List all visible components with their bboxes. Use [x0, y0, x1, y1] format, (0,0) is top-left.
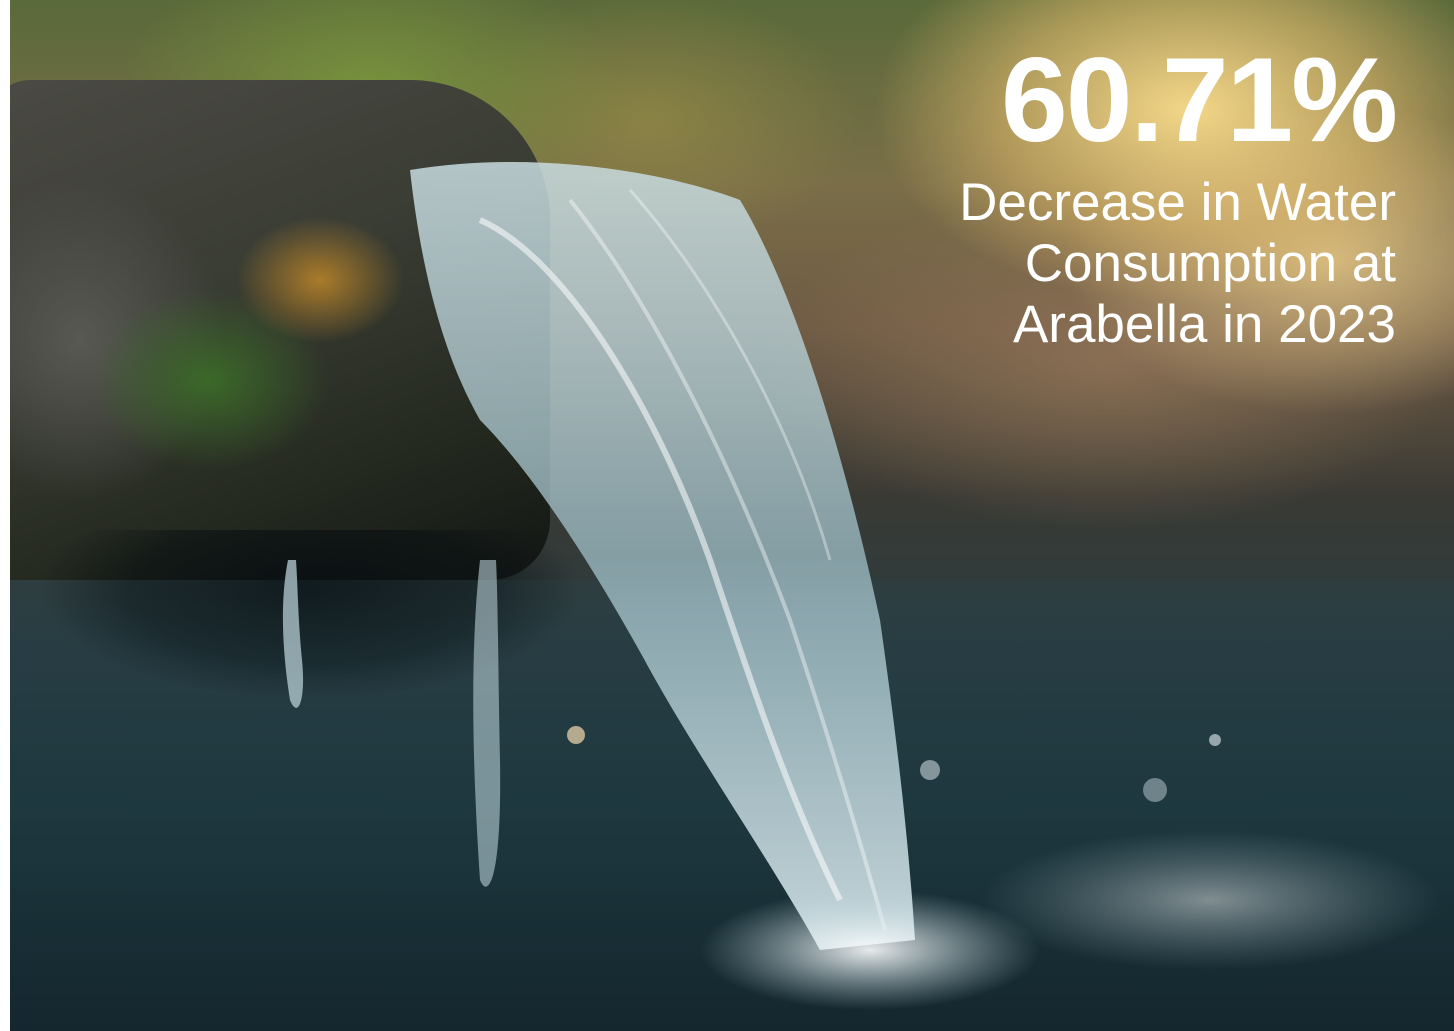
stat-label: Decrease in Water Consumption at Arabell…: [959, 172, 1396, 355]
droplet: [567, 726, 585, 744]
splash-glow: [980, 830, 1440, 970]
droplet: [920, 760, 940, 780]
splash: [700, 890, 1040, 1010]
stat-label-line: Decrease in Water: [959, 173, 1396, 232]
stat-value: 60.71%: [1001, 33, 1398, 167]
drip-right: [473, 560, 501, 887]
stat-callout: 60.71% Decrease in Water Consumption at …: [959, 33, 1398, 355]
stat-label-line: Consumption at: [1024, 234, 1396, 293]
water-highlight-3: [628, 189, 832, 561]
droplet: [1209, 734, 1221, 746]
main-water-flow: [410, 161, 915, 950]
drip-left: [282, 560, 304, 708]
photo-frame: 60.71% Decrease in Water Consumption at …: [10, 0, 1454, 1031]
stat-label-line: Arabella in 2023: [1012, 295, 1396, 354]
water-highlight-1: [478, 217, 843, 902]
droplet: [1143, 778, 1167, 802]
water-highlight-2: [568, 198, 887, 931]
water-stream: [282, 161, 1440, 1010]
